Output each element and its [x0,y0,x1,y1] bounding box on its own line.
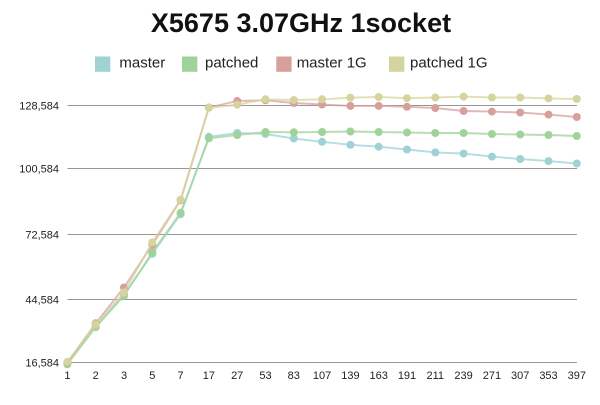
svg-text:patched 1G: patched 1G [410,55,488,72]
svg-text:53: 53 [259,370,271,382]
svg-text:128,584: 128,584 [19,100,59,112]
svg-text:83: 83 [288,370,300,382]
svg-text:353: 353 [539,370,557,382]
svg-text:X5675 3.07GHz 1socket: X5675 3.07GHz 1socket [151,8,451,38]
svg-text:master: master [119,55,165,72]
svg-text:307: 307 [511,370,529,382]
svg-text:16,584: 16,584 [25,357,59,369]
svg-text:master 1G: master 1G [297,55,367,72]
svg-text:397: 397 [568,370,586,382]
svg-text:17: 17 [203,370,215,382]
svg-text:1: 1 [64,370,70,382]
svg-text:2: 2 [93,370,99,382]
svg-text:3: 3 [121,370,127,382]
svg-text:271: 271 [483,370,501,382]
svg-text:44,584: 44,584 [25,294,59,306]
svg-text:7: 7 [178,370,184,382]
svg-text:5: 5 [149,370,155,382]
svg-text:139: 139 [341,370,359,382]
svg-text:163: 163 [370,370,388,382]
svg-text:27: 27 [231,370,243,382]
svg-text:211: 211 [427,370,445,382]
svg-text:107: 107 [313,370,331,382]
svg-text:72,584: 72,584 [25,229,59,241]
svg-text:patched: patched [205,55,258,72]
svg-text:100,584: 100,584 [19,163,59,175]
svg-text:191: 191 [398,370,416,382]
svg-text:239: 239 [454,370,472,382]
